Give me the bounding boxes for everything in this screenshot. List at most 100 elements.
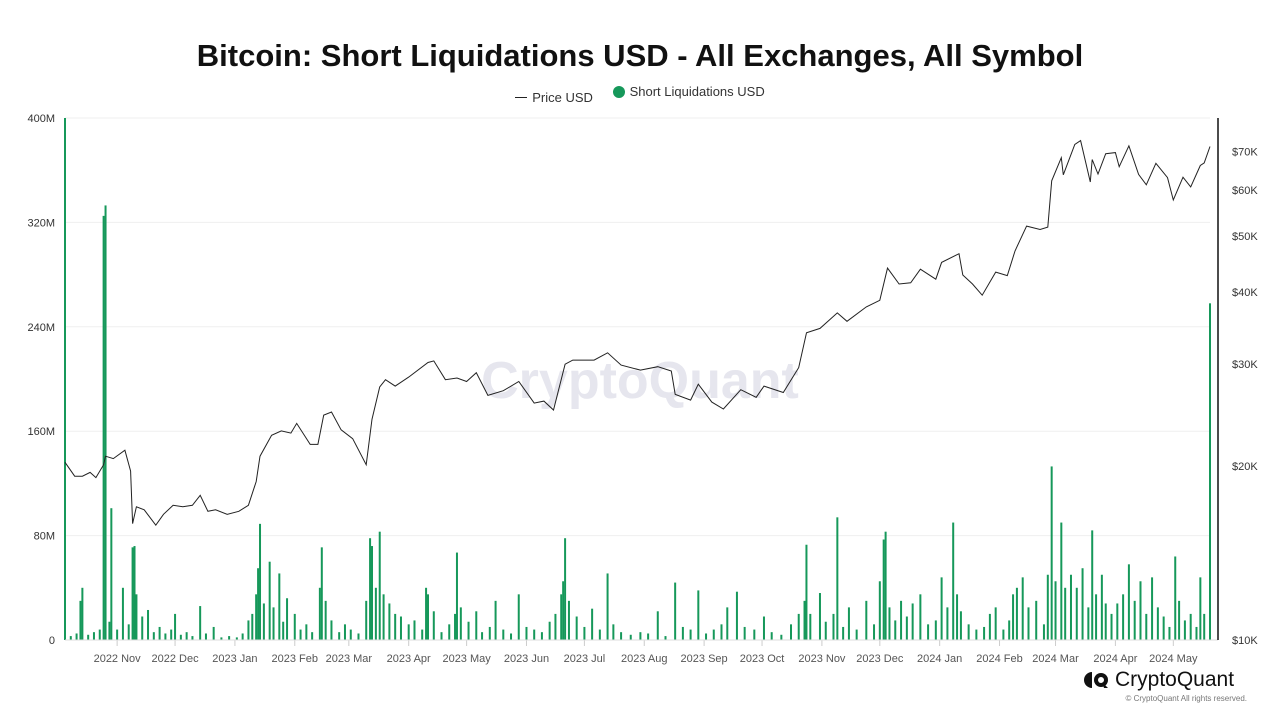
liquidation-bar (988, 613, 991, 640)
liquidation-bar (911, 603, 914, 640)
liquidation-bar (259, 523, 262, 640)
liquidation-bar (235, 637, 238, 640)
liquidation-bar (1127, 564, 1130, 640)
liquidation-bar (75, 633, 78, 640)
x-tick-label: 2024 Feb (976, 653, 1022, 665)
liquidation-bar (459, 607, 462, 640)
liquidation-bar (121, 587, 124, 640)
liquidation-bar (824, 621, 827, 640)
x-tick-label: 2023 Sep (681, 653, 728, 665)
liquidation-bar (803, 600, 806, 640)
liquidation-bar (583, 626, 586, 640)
liquidation-bar (502, 629, 505, 640)
liquidation-bar (427, 594, 430, 640)
liquidation-bar (1203, 613, 1206, 640)
liquidation-bar (873, 624, 876, 640)
liquidation-bar (1035, 600, 1038, 640)
liquidation-bar (1050, 466, 1053, 640)
liquidation-bar (374, 587, 377, 640)
legend-item-liquidations[interactable]: Short Liquidations USD (612, 84, 765, 99)
liquidation-bar (365, 600, 368, 640)
liquidation-bar (349, 629, 352, 640)
liquidation-bar (705, 633, 708, 640)
x-tick-label: 2022 Nov (94, 653, 142, 665)
liquidation-bar (1064, 587, 1067, 640)
dot-marker-icon (612, 85, 625, 98)
x-tick-label: 2023 Aug (621, 653, 668, 665)
liquidation-bar (92, 632, 95, 640)
liquidation-bar (510, 633, 513, 640)
liquidation-bar (639, 632, 642, 640)
liquidation-bar (481, 632, 484, 640)
liquidation-bar (282, 621, 285, 640)
liquidation-bar (131, 547, 134, 640)
liquidation-bar (133, 546, 136, 640)
liquidation-bar (272, 607, 275, 640)
liquidation-bar (286, 598, 289, 640)
liquidation-bar (1178, 600, 1181, 640)
liquidation-bar (983, 626, 986, 640)
liquidation-bar (1046, 574, 1049, 640)
liquidation-bar (900, 600, 903, 640)
liquidation-bar (357, 633, 360, 640)
liquidation-bar (1199, 577, 1202, 640)
legend-label-liquidations: Short Liquidations USD (629, 84, 765, 99)
liquidation-bar (598, 629, 601, 640)
liquidation-bar (689, 629, 692, 640)
liquidation-bar (975, 629, 978, 640)
liquidation-bar (533, 629, 536, 640)
liquidation-bar (1091, 530, 1094, 640)
liquidation-bar (517, 594, 520, 640)
liquidation-bar (164, 633, 167, 640)
x-tick-label: 2024 Jan (917, 653, 962, 665)
liquidation-bar (141, 616, 144, 640)
liquidation-bar (1087, 607, 1090, 640)
liquidation-bar (606, 573, 609, 640)
liquidation-bar (448, 624, 451, 640)
liquidation-bar (1069, 574, 1072, 640)
liquidation-bar (612, 624, 615, 640)
x-tick-label: 2023 Mar (326, 653, 373, 665)
liquidation-bar (399, 616, 402, 640)
chart-title: Bitcoin: Short Liquidations USD - All Ex… (196, 38, 1084, 73)
liquidation-bar (967, 624, 970, 640)
liquidation-bar (382, 594, 385, 640)
liquidation-bar (199, 606, 202, 640)
liquidation-bar (1133, 600, 1136, 640)
liquidation-bar (836, 517, 839, 640)
liquidation-bar (179, 634, 182, 640)
liquidation-bar (927, 624, 930, 640)
liquidation-bar (554, 613, 557, 640)
liquidation-bar (69, 636, 72, 640)
y-right-tick-label: $30K (1232, 359, 1258, 371)
y-left-tick-label: 320M (27, 217, 55, 229)
liquidation-bar (110, 508, 113, 640)
liquidation-bar (762, 616, 765, 640)
liquidation-bar (847, 607, 850, 640)
liquidation-bar (311, 632, 314, 640)
liquidation-bar (884, 531, 887, 640)
liquidation-bar (425, 587, 428, 640)
liquidation-bar (455, 552, 458, 640)
liquidation-bar (591, 608, 594, 640)
line-marker-icon (515, 96, 528, 98)
x-tick-label: 2023 Jun (504, 653, 549, 665)
liquidation-bar (560, 594, 563, 640)
liquidation-bar (1183, 620, 1186, 640)
liquidation-bar (525, 626, 528, 640)
liquidation-bar (378, 531, 381, 640)
liquidation-bar (575, 616, 578, 640)
liquidation-bar (882, 539, 885, 640)
liquidation-bar (1116, 603, 1119, 640)
liquidation-bar (952, 522, 955, 640)
liquidation-bar (228, 636, 231, 640)
liquidation-bar (64, 118, 66, 640)
liquidation-bar (562, 581, 565, 640)
liquidation-bar (241, 633, 244, 640)
liquidation-bar (656, 611, 659, 640)
liquidation-bar (170, 629, 173, 640)
liquidation-bar (1002, 629, 1005, 640)
liquidation-bar (293, 613, 296, 640)
liquidation-bar (135, 594, 138, 640)
legend-item-price[interactable]: Price USD (515, 90, 593, 105)
